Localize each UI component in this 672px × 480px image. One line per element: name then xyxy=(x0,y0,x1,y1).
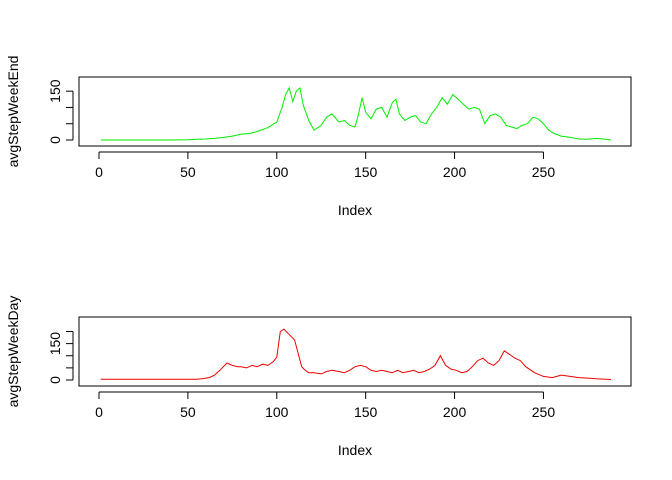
weekday-x-tick-label: 50 xyxy=(180,404,196,420)
weekday-y-tick-label: 0 xyxy=(47,376,63,384)
weekday-x-tick-label: 100 xyxy=(265,404,289,420)
weekday-x-tick-label: 250 xyxy=(532,404,556,420)
weekday-x-tick-label: 150 xyxy=(354,404,378,420)
weekend-y-tick-label: 150 xyxy=(47,79,63,103)
weekday-x-ticks: 0 50 100 150 200 250 xyxy=(95,392,555,420)
weekday-x-axis-title: Index xyxy=(338,442,372,458)
weekend-x-tick-label: 100 xyxy=(265,164,289,180)
weekend-y-ticks: 0 150 xyxy=(47,79,73,144)
weekday-plot-box xyxy=(78,316,632,387)
weekend-x-tick-label: 0 xyxy=(95,164,103,180)
weekday-x-tick-label: 0 xyxy=(95,404,103,420)
weekday-series-line xyxy=(100,328,612,380)
weekend-y-axis-title: avgStepWeekEnd xyxy=(5,56,21,168)
weekday-plot-panel: 0 50 100 150 200 250 0 150 Index avgStepWeekDa… xyxy=(5,296,632,458)
weekend-x-tick-label: 200 xyxy=(443,164,467,180)
weekday-y-axis-title: avgStepWeekDay xyxy=(5,296,21,408)
weekend-series-line xyxy=(100,86,612,141)
weekend-x-tick-label: 250 xyxy=(532,164,556,180)
weekday-x-tick-label: 200 xyxy=(443,404,467,420)
weekend-x-ticks: 0 50 100 150 200 250 xyxy=(95,152,555,180)
weekend-plot-box xyxy=(78,76,632,147)
weekend-plot-panel: 0 50 100 150 200 250 0 150 Index avgStepWeekEn… xyxy=(5,56,632,218)
weekday-y-ticks: 0 150 xyxy=(47,330,73,384)
weekend-y-tick-label: 0 xyxy=(47,136,63,144)
weekend-x-tick-label: 50 xyxy=(180,164,196,180)
weekend-x-tick-label: 150 xyxy=(354,164,378,180)
weekend-x-axis-title: Index xyxy=(338,202,372,218)
weekday-y-tick-label: 150 xyxy=(47,332,63,356)
